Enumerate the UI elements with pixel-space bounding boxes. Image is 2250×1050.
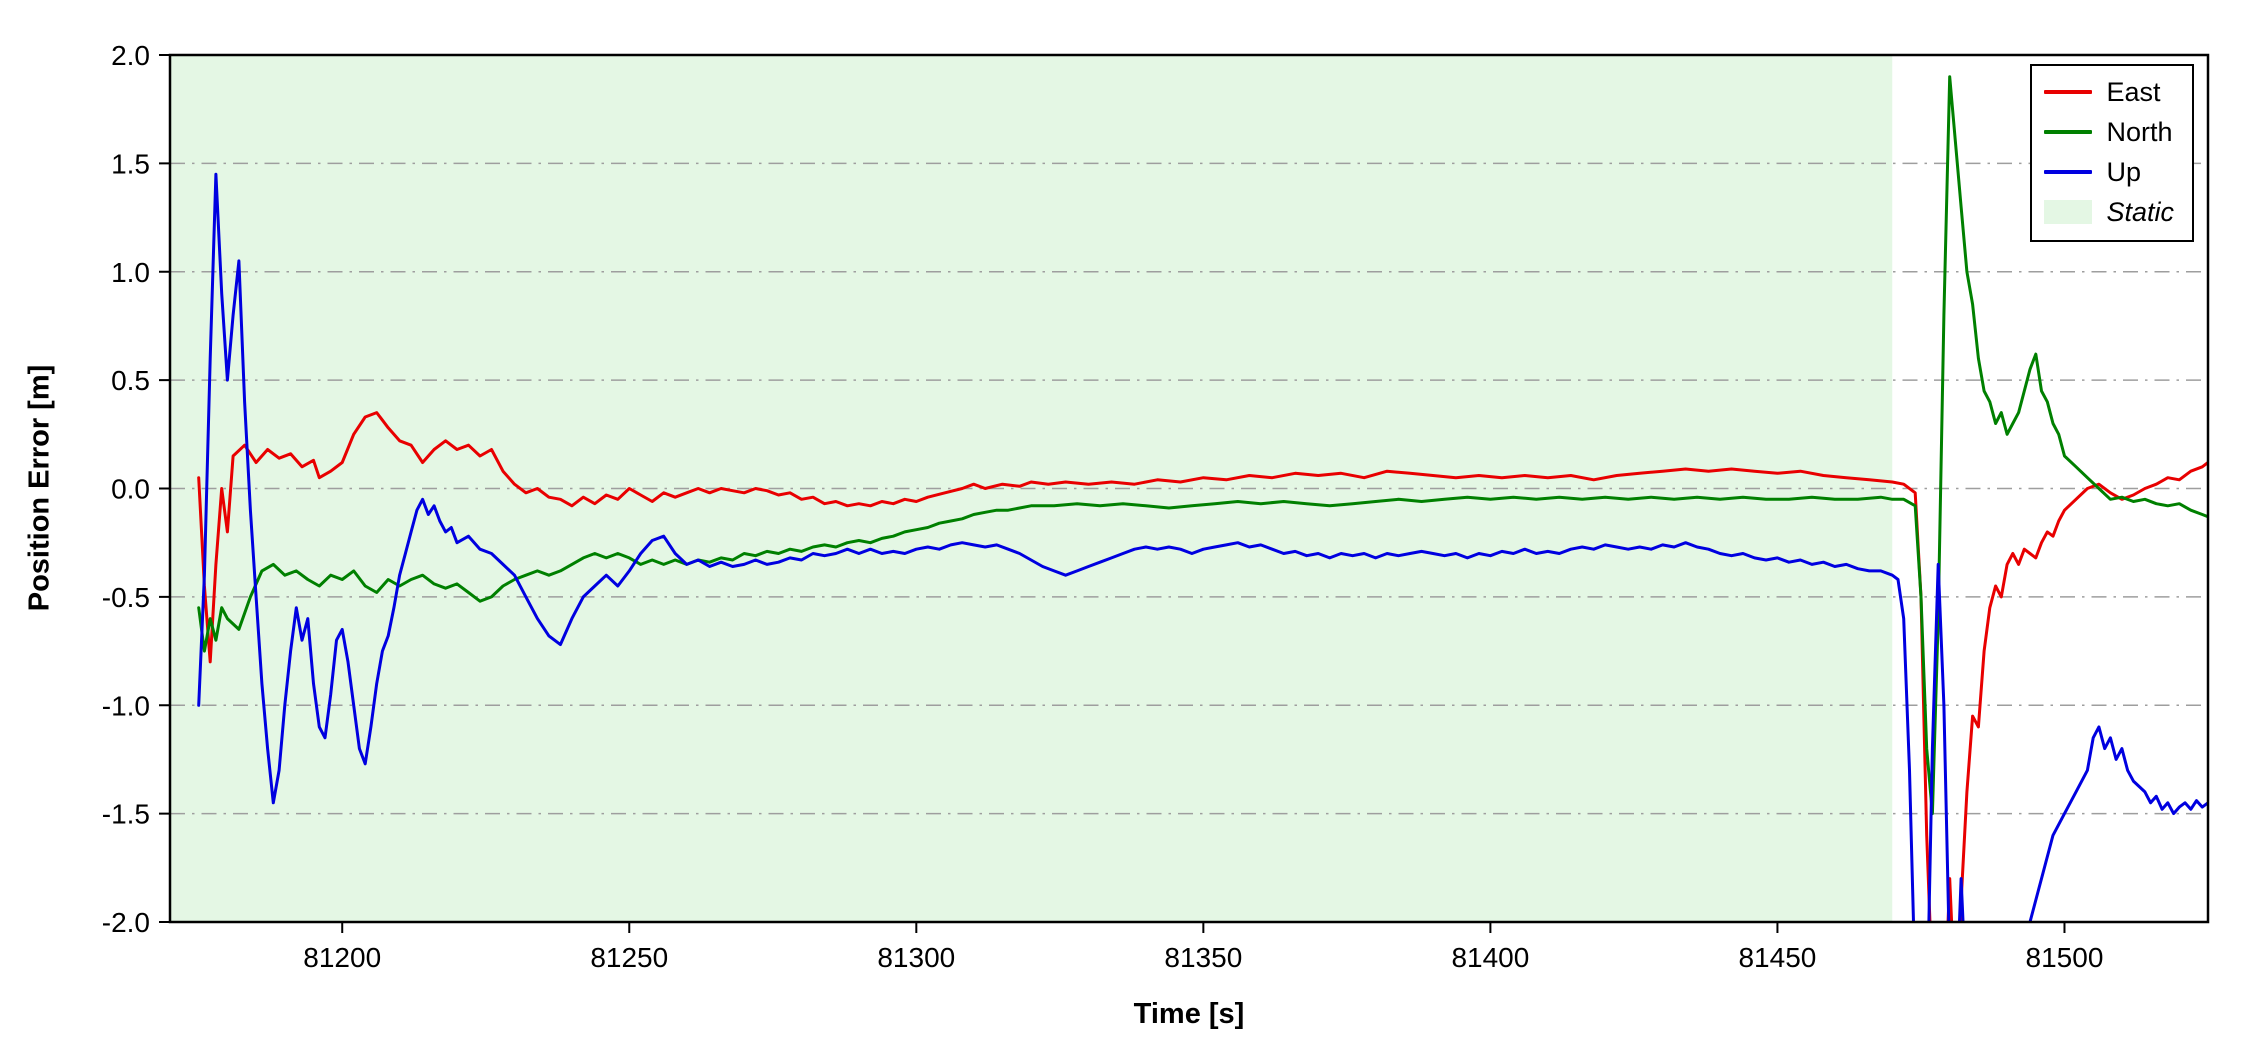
legend-line-sample: [2044, 130, 2093, 134]
legend: East North Up Static: [2030, 64, 2194, 242]
x-tick-label: 81400: [1451, 942, 1529, 973]
y-axis-label: Position Error [m]: [23, 364, 56, 612]
y-tick-label: 1.5: [111, 148, 150, 179]
x-tick-label: 81200: [303, 942, 381, 973]
x-tick-label: 81450: [1738, 942, 1816, 973]
x-tick-label: 81250: [590, 942, 668, 973]
y-tick-label: -1.5: [102, 799, 150, 830]
y-tick-label: 0.0: [111, 474, 150, 505]
series-east: [197, 411, 2208, 922]
legend-line-sample: [2044, 170, 2093, 174]
legend-patch-sample: [2044, 200, 2093, 224]
legend-label: North: [2106, 116, 2173, 147]
x-tick-label: 81500: [2026, 942, 2104, 973]
series-up: [197, 172, 2208, 922]
legend-line-sample: [2044, 90, 2093, 94]
legend-label: Static: [2106, 196, 2174, 227]
y-tick-label: 0.5: [111, 365, 150, 396]
plot-frame: [168, 53, 2210, 924]
y-tick-label: -1.0: [102, 690, 150, 721]
legend-item-up: Up: [2044, 154, 2174, 190]
legend-label: East: [2106, 76, 2161, 107]
y-tick-label: 2.0: [111, 40, 150, 71]
x-tick-label: 81300: [877, 942, 955, 973]
y-tick-label: 1.0: [111, 257, 150, 288]
legend-label: Up: [2106, 156, 2141, 187]
y-tick-label: -0.5: [102, 582, 150, 613]
legend-item-north: North: [2044, 114, 2174, 150]
y-tick-label: -2.0: [102, 907, 150, 938]
legend-item-east: East: [2044, 74, 2174, 110]
x-axis-label: Time [s]: [1133, 998, 1245, 1030]
series-north: [197, 75, 2208, 816]
legend-item-static: Static: [2044, 194, 2174, 230]
x-tick-label: 81350: [1164, 942, 1242, 973]
